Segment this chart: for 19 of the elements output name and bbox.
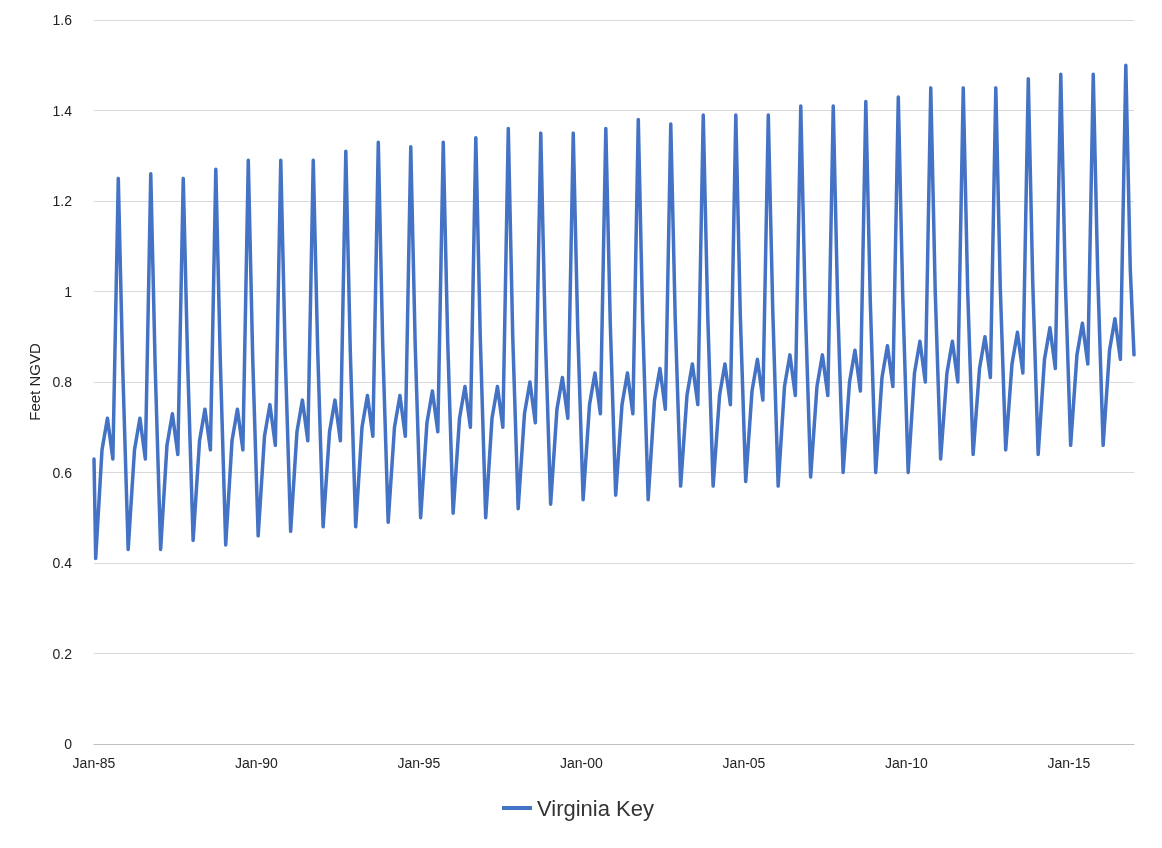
line-series [92, 63, 1136, 561]
y-axis-title: Feet NGVD [25, 343, 43, 421]
y-tick-label: 0.2 [52, 645, 73, 662]
y-tick-label: 0.8 [52, 374, 73, 390]
x-tick-label: Jan-00 [560, 755, 604, 771]
y-tick-label: 1 [64, 283, 73, 300]
y-tick-label: 0.6 [52, 464, 73, 481]
x-tick-label: Jan-05 [722, 755, 766, 771]
legend-label: Virginia Key [537, 795, 654, 821]
y-tick-label: 0 [64, 736, 73, 752]
y-tick-label: 1.4 [52, 102, 73, 119]
y-tick-label: 1.2 [52, 193, 73, 209]
x-tick-label: Jan-15 [1047, 755, 1091, 771]
x-tick-label: Jan-90 [235, 755, 279, 771]
y-tick-label: 0.4 [52, 555, 73, 571]
x-tick-label: Jan-10 [885, 755, 929, 771]
x-tick-label: Jan-85 [72, 755, 116, 771]
y-tick-label: 1.6 [52, 12, 73, 28]
x-tick-label: Jan-95 [397, 755, 441, 771]
